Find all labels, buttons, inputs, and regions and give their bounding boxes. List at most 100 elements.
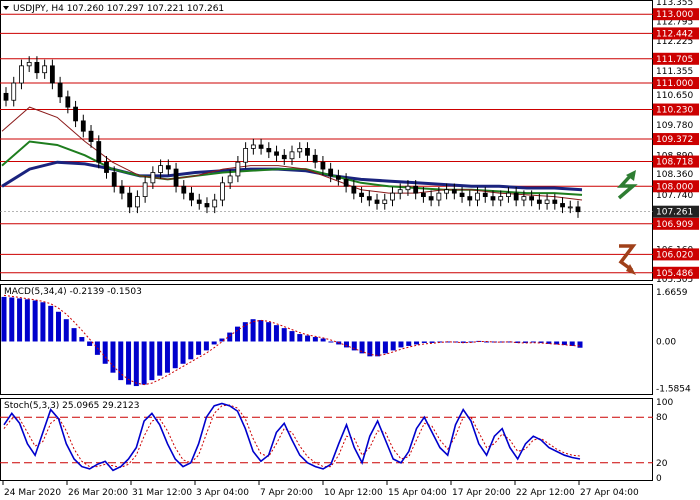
price-tick-label: 105.305 [656, 275, 693, 285]
current-price-label: 107.261 [656, 208, 693, 218]
candle-body [3, 92, 9, 101]
macd-plot: 1.6659 0.00 -1.5854 [1, 288, 691, 395]
macd-bar [141, 341, 147, 385]
macd-bar [577, 341, 583, 348]
down-arrow-icon [618, 244, 637, 275]
macd-bar [219, 338, 225, 342]
candle-body [281, 154, 287, 160]
macd-bar [312, 337, 318, 342]
macd-bar [79, 337, 85, 342]
candle-body [158, 165, 163, 173]
macd-bar [133, 341, 139, 387]
candle-body [374, 199, 380, 204]
candle-body [428, 196, 434, 201]
level-badge [653, 180, 699, 193]
candle-body [73, 106, 78, 122]
candle-body [227, 175, 233, 184]
candle-body [451, 189, 457, 194]
candle-body [119, 185, 125, 194]
candle-body [212, 199, 218, 208]
macd-bar [102, 341, 108, 364]
time-label: 10 Apr 12:00 [324, 488, 383, 498]
candle-body [57, 82, 63, 98]
ma-slow-line [1, 160, 583, 192]
macd-bar [24, 299, 30, 342]
candle-body [575, 206, 581, 213]
time-axis: 24 Mar 2020 26 Mar 20:00 31 Mar 12:00 3 Apr… [2, 481, 639, 498]
candle-body [173, 168, 179, 187]
macd-bar [538, 341, 544, 343]
macd-bar [87, 341, 93, 346]
price-tick-label: 108.360 [656, 170, 693, 180]
candle-body [181, 185, 187, 194]
macd-tick-label: -1.5854 [656, 385, 691, 395]
macd-bar [55, 311, 61, 342]
candle-body [560, 203, 565, 208]
macd-tick-label: 0.00 [656, 337, 676, 347]
macd-bar [546, 341, 552, 344]
time-label: 15 Apr 04:00 [388, 488, 447, 498]
candle-body [552, 199, 558, 204]
candle-body [482, 192, 488, 197]
candle-body [135, 196, 140, 208]
current-price-badge [653, 205, 699, 218]
level-badge [653, 155, 699, 168]
stoch-tick-label: 100 [656, 398, 673, 408]
level-label: 111.705 [656, 55, 693, 65]
macd-bar [289, 331, 295, 342]
candle-body [567, 206, 573, 209]
macd-bar [414, 341, 420, 345]
stoch-main-line [3, 402, 581, 472]
macd-signal-line [3, 294, 581, 386]
macd-bar [523, 341, 529, 343]
macd-bar [235, 326, 241, 342]
candle-body [490, 196, 496, 201]
candle-body [467, 196, 473, 201]
candle-body [150, 172, 156, 184]
candle-body [536, 199, 542, 204]
macd-bar [367, 341, 373, 357]
macd-bar [126, 341, 132, 385]
macd-title: MACD(5,34,4) -0.2139 -0.1503 [4, 287, 142, 297]
triangle-down-icon[interactable] [3, 6, 9, 10]
price-levels [0, 13, 653, 274]
time-label: 7 Apr 20:00 [260, 488, 313, 498]
candle-body [297, 148, 303, 153]
candle-body [405, 185, 411, 191]
macd-bar [320, 338, 326, 342]
candle-body [513, 192, 519, 201]
candle-body [544, 199, 550, 204]
candle-body [65, 96, 71, 108]
candle-body [243, 148, 249, 163]
price-tick-label: 112.795 [656, 17, 693, 27]
candle-body [475, 192, 480, 201]
macd-bar [530, 341, 536, 343]
macd-bar [406, 341, 412, 346]
price-tick-label: 107.740 [656, 191, 693, 201]
candle-body [459, 192, 465, 197]
candle-body [34, 61, 40, 74]
macd-bar [429, 341, 435, 343]
candle-body [274, 151, 279, 156]
price-tick-label: 110.650 [656, 91, 693, 101]
candle-body [127, 192, 133, 208]
macd-bar [305, 335, 311, 342]
macd-bar [1, 296, 7, 342]
level-badge [653, 27, 699, 40]
candle-body [335, 175, 341, 180]
chart-header: USDJPY, H4 107.260 107.297 107.221 107.2… [13, 4, 224, 14]
macd-bar [569, 341, 575, 346]
level-badge [653, 103, 699, 116]
candle-body [111, 172, 117, 187]
candle-body [312, 154, 318, 163]
up-arrow-icon [617, 170, 638, 200]
candles [3, 56, 581, 218]
macd-bar [40, 302, 46, 342]
level-badge [653, 266, 699, 279]
level-badge [653, 248, 699, 261]
level-badge [653, 77, 699, 90]
level-label: 110.230 [656, 106, 693, 116]
candle-body [142, 182, 148, 197]
candle-body [529, 196, 535, 201]
